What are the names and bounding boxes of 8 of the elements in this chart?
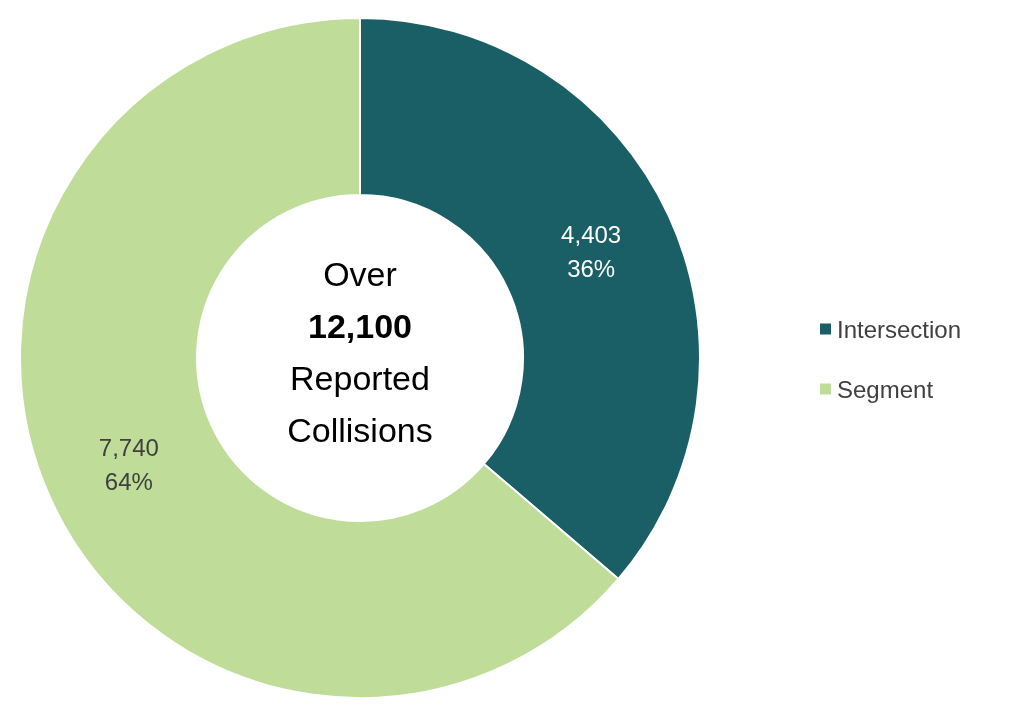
text: Collisions [287, 411, 433, 449]
text: Reported [290, 359, 430, 397]
text: 12,100 [308, 307, 412, 345]
data-label: 4,403 36% [561, 221, 622, 283]
legend-label: Segment [837, 375, 934, 403]
data-label: 7,740 64% [98, 433, 159, 495]
text: Over [323, 255, 397, 293]
legend-label: Intersection [837, 315, 962, 343]
